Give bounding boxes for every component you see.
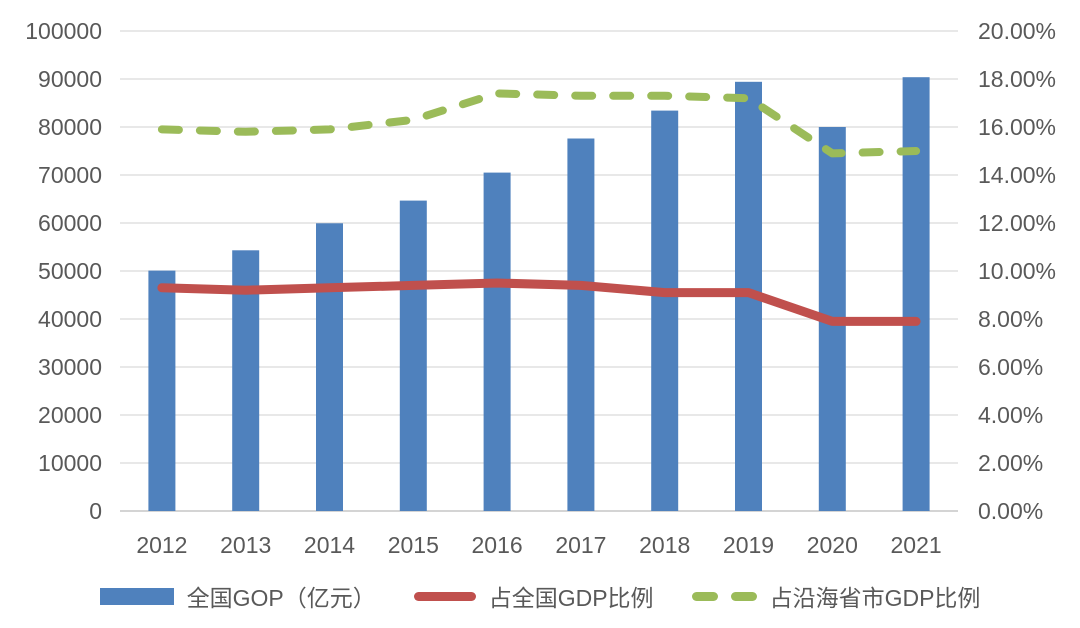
right-axis-tick-label: 6.00%	[978, 354, 1043, 380]
legend-dash-segment	[691, 591, 718, 601]
legend-label-national-gdp-ratio: 占全国GDP比例	[488, 585, 654, 611]
coastal-gdp-ratio-line	[157, 89, 921, 158]
x-axis-category-label: 2019	[723, 532, 774, 558]
right-axis-tick-label: 0.00%	[978, 498, 1043, 524]
left-axis-tick-label: 70000	[38, 162, 102, 188]
legend-item-coastal-gdp-ratio: 占沿海省市GDP比例	[691, 579, 981, 613]
bar-2018	[651, 110, 679, 511]
legend-label-coastal-gdp-ratio: 占沿海省市GDP比例	[769, 585, 981, 611]
left-axis-tick-label: 0	[89, 498, 102, 524]
right-axis-tick-label: 20.00%	[978, 18, 1056, 44]
left-axis-tick-label: 90000	[38, 66, 102, 92]
right-axis-tick-label: 18.00%	[978, 66, 1056, 92]
x-axis-category-label: 2016	[472, 532, 523, 558]
right-axis-tick-label: 12.00%	[978, 210, 1056, 236]
left-axis-tick-label: 80000	[38, 114, 102, 140]
left-axis-tick-label: 30000	[38, 354, 102, 380]
bar-2021	[902, 77, 930, 511]
left-axis-tick-label: 40000	[38, 306, 102, 332]
right-axis-tick-label: 10.00%	[978, 258, 1056, 284]
x-axis-category-label: 2020	[807, 532, 858, 558]
x-axis-category-label: 2018	[639, 532, 690, 558]
x-axis-category-label: 2021	[891, 532, 942, 558]
chart-legend: 全国GOP（亿元） 占全国GDP比例 占沿海省市GDP比例	[0, 578, 1080, 614]
bar-2012	[148, 270, 176, 511]
legend-item-national-gdp-ratio: 占全国GDP比例	[413, 579, 654, 613]
legend-label-gop: 全国GOP（亿元）	[186, 585, 376, 611]
right-axis-tick-label: 16.00%	[978, 114, 1056, 140]
left-axis-tick-label: 60000	[38, 210, 102, 236]
x-axis-category-label: 2014	[304, 532, 355, 558]
legend-item-gop: 全国GOP（亿元）	[99, 579, 376, 613]
legend-solid-line-swatch-icon	[413, 591, 476, 601]
left-axis-tick-label: 100000	[25, 18, 102, 44]
x-axis-category-label: 2012	[136, 532, 187, 558]
x-axis-category-label: 2017	[555, 532, 606, 558]
bar-2014	[316, 223, 343, 512]
left-axis-tick-label: 50000	[38, 258, 102, 284]
national-gdp-ratio-line	[157, 278, 921, 326]
bar-2017	[567, 138, 595, 511]
bar-2015	[399, 200, 427, 511]
right-axis-tick-label: 4.00%	[978, 402, 1043, 428]
bar-2016	[483, 172, 511, 511]
right-axis-tick-label: 2.00%	[978, 450, 1043, 476]
right-axis-tick-label: 8.00%	[978, 306, 1043, 332]
left-axis-tick-label: 10000	[38, 450, 102, 476]
legend-bar-swatch-icon	[99, 587, 174, 605]
left-axis-tick-label: 20000	[38, 402, 102, 428]
legend-dashed-line-swatch-icon	[691, 591, 757, 601]
x-axis-category-label: 2015	[388, 532, 439, 558]
x-axis-category-label: 2013	[220, 532, 271, 558]
right-axis-tick-label: 14.00%	[978, 162, 1056, 188]
combo-chart-plot: 0 10000 20000 30000 40000 50000 60000 70000 8000…	[25, 18, 1056, 558]
legend-dash-segment	[730, 591, 757, 601]
